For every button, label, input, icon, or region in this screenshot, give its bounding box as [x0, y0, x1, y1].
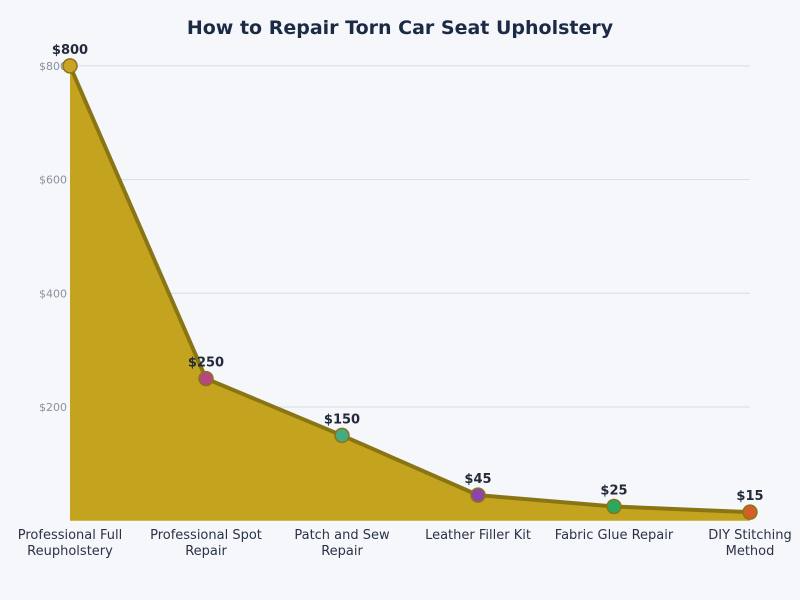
y-axis: $200 $400 $600 $800	[39, 60, 67, 414]
area-fill	[70, 65, 750, 521]
y-tick-label: $600	[39, 174, 67, 187]
data-point	[62, 58, 78, 74]
x-tick-label: Method	[726, 544, 775, 559]
data-point	[198, 370, 214, 387]
y-tick-label: $200	[39, 401, 67, 414]
data-label: $250	[188, 356, 224, 371]
x-tick-label: DIY Stitching	[708, 528, 791, 543]
x-tick-label: Leather Filler Kit	[425, 528, 531, 543]
x-tick-label: Professional Spot	[150, 528, 262, 543]
data-points	[62, 58, 758, 520]
x-tick-label: Repair	[185, 544, 227, 559]
x-tick-label: Reupholstery	[27, 544, 113, 559]
series-line	[68, 65, 751, 515]
data-point	[606, 498, 622, 515]
area-series	[68, 65, 751, 521]
x-tick-label: Patch and Sew	[294, 528, 390, 543]
chart-title: How to Repair Torn Car Seat Upholstery	[187, 17, 614, 39]
data-label: $25	[600, 483, 627, 498]
data-point	[334, 427, 350, 444]
data-point	[742, 504, 758, 520]
data-labels: $800 $250 $150 $45 $25 $15	[52, 43, 764, 504]
data-label: $150	[324, 412, 360, 427]
x-tick-label: Professional Full	[18, 528, 123, 543]
y-tick-label: $800	[39, 60, 67, 73]
x-tick-label: Repair	[321, 544, 363, 559]
gridlines	[70, 65, 750, 408]
y-tick-label: $400	[39, 287, 67, 300]
data-label: $15	[736, 489, 763, 504]
data-point	[470, 487, 486, 503]
data-label: $45	[464, 472, 491, 487]
data-label: $800	[52, 43, 88, 58]
x-tick-label: Fabric Glue Repair	[555, 528, 674, 543]
